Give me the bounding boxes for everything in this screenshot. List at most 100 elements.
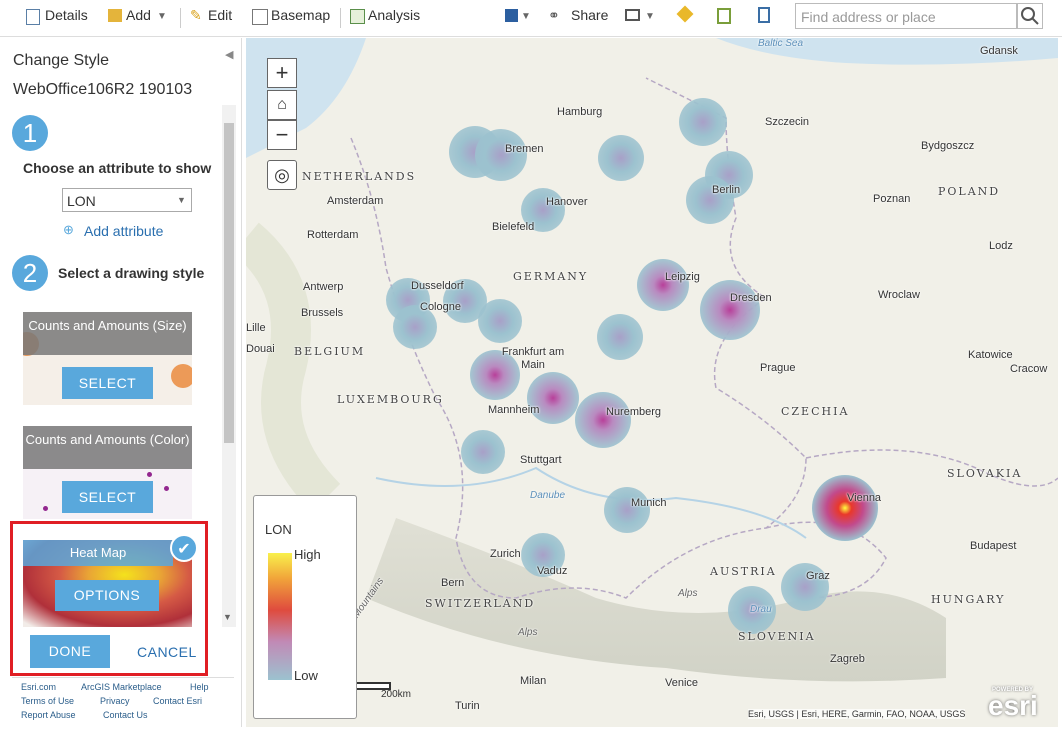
- map-label: BELGIUM: [294, 345, 366, 358]
- scroll-down[interactable]: ▼: [223, 612, 232, 622]
- selected-check: ✔: [170, 534, 198, 562]
- map-label: GERMANY: [513, 270, 589, 283]
- map-label: Munich: [631, 497, 667, 509]
- search-placeholder: Find address or place: [801, 9, 936, 25]
- zoom-in[interactable]: +: [267, 58, 297, 88]
- scale-bar: [357, 682, 391, 690]
- footer-link[interactable]: ArcGIS Marketplace: [81, 682, 162, 692]
- heat-spot: [527, 372, 579, 424]
- legend-title: LON: [265, 522, 292, 537]
- save-icon[interactable]: [505, 9, 518, 22]
- share-icon: ⚭: [548, 7, 560, 23]
- map-label: Brussels: [301, 307, 344, 319]
- baltic-sea: [716, 38, 1058, 65]
- home-button[interactable]: ⌂: [267, 90, 297, 120]
- bookmarks-icon[interactable]: [758, 7, 770, 23]
- map-label: Katowice: [968, 349, 1013, 361]
- dropdown-arrow: ▼: [521, 11, 531, 22]
- heat-spot: [686, 176, 734, 224]
- details-button[interactable]: Details: [45, 7, 88, 23]
- map-label: Leipzig: [665, 271, 700, 283]
- footer-link[interactable]: Help: [190, 682, 209, 692]
- map-canvas: [246, 38, 1058, 727]
- directions-icon[interactable]: [676, 5, 694, 23]
- river: [375, 466, 807, 539]
- footer-link[interactable]: Report Abuse: [21, 710, 76, 720]
- map-label: CZECHIA: [781, 405, 850, 418]
- locate-button[interactable]: ◎: [267, 160, 297, 190]
- step-number: 2: [12, 255, 48, 291]
- select-button[interactable]: SELECT: [62, 481, 153, 513]
- measure-icon[interactable]: [717, 8, 731, 24]
- analysis-button[interactable]: Analysis: [368, 7, 421, 23]
- done-button[interactable]: DONE: [30, 635, 110, 668]
- map-label: Lille: [246, 322, 266, 334]
- search-button[interactable]: [1017, 3, 1043, 29]
- add-attribute-link[interactable]: Add attribute: [84, 223, 164, 239]
- heat-spot: [521, 533, 565, 577]
- legend-low: Low: [294, 668, 318, 683]
- edit-button[interactable]: Edit: [208, 7, 233, 23]
- footer-link[interactable]: Contact Esri: [153, 696, 203, 706]
- footer-link[interactable]: Terms of Use: [21, 696, 75, 706]
- attribute-select[interactable]: LON ▼: [62, 188, 192, 212]
- map-label: Wroclaw: [878, 289, 920, 301]
- map-label: AUSTRIA: [710, 565, 777, 578]
- heat-layer: [386, 98, 878, 634]
- search-box[interactable]: Find address or place: [795, 3, 1017, 29]
- map-label: SLOVENIA: [738, 630, 816, 643]
- heat-spot: [812, 475, 878, 541]
- basemap-button[interactable]: Basemap: [271, 7, 331, 23]
- print-icon[interactable]: [625, 9, 640, 21]
- zoom-out[interactable]: −: [267, 120, 297, 150]
- add-button[interactable]: Add: [126, 7, 151, 23]
- scrollbar[interactable]: [222, 105, 236, 627]
- heat-spot: [700, 280, 760, 340]
- dropdown-arrow: ▼: [645, 11, 655, 22]
- separator: [12, 677, 234, 678]
- scroll-thumb[interactable]: [224, 123, 234, 443]
- map-label: Szczecin: [765, 116, 810, 128]
- green-area: [246, 222, 341, 513]
- cancel-button[interactable]: CANCEL: [137, 644, 197, 660]
- scale-label: 200km: [381, 689, 412, 700]
- map-label: Baltic Sea: [758, 38, 804, 49]
- map-label: Alps: [518, 627, 538, 638]
- dropdown-arrow: ▼: [157, 11, 167, 22]
- selected-highlight: [10, 521, 208, 676]
- edit-icon: ✎: [190, 7, 202, 23]
- map-label: Prague: [760, 362, 796, 374]
- sample-symbol: [43, 506, 48, 511]
- share-button[interactable]: Share: [571, 7, 609, 23]
- options-button[interactable]: OPTIONS: [55, 580, 159, 611]
- footer-link[interactable]: Contact Us: [103, 710, 148, 720]
- map-label: POLAND: [938, 185, 1001, 198]
- map-label: Bern: [441, 577, 465, 589]
- collapse-button[interactable]: ◀: [225, 49, 234, 61]
- map-label: Alps: [678, 588, 698, 599]
- map-label: LUXEMBOURG: [337, 393, 444, 406]
- add-icon: [108, 9, 122, 22]
- basemap-icon: [252, 9, 268, 25]
- map-label: Milan: [520, 675, 547, 687]
- footer-link[interactable]: Esri.com: [21, 682, 57, 692]
- attribution: Esri, USGS | Esri, HERE, Garmin, FAO, NO…: [748, 709, 966, 719]
- step-label: Choose an attribute to show: [23, 160, 212, 176]
- footer-link[interactable]: Privacy: [100, 696, 130, 706]
- legend-high: High: [294, 547, 321, 562]
- style-name: Counts and Amounts (Size): [23, 312, 192, 355]
- map-label: Budapest: [970, 540, 1017, 552]
- map-label: Berlin: [712, 184, 741, 196]
- map-label: Hamburg: [557, 106, 603, 118]
- map-label: Hanover: [546, 196, 588, 208]
- map-label: Mannheim: [488, 404, 540, 416]
- heat-spot: [443, 279, 487, 323]
- map-label: Amsterdam: [327, 195, 384, 207]
- map-label: Lodz: [989, 240, 1013, 252]
- map-label: Dusseldorf: [411, 280, 464, 292]
- heat-spot: [604, 487, 650, 533]
- map-label: Turin: [455, 700, 480, 712]
- select-button[interactable]: SELECT: [62, 367, 153, 399]
- heat-spot: [575, 392, 631, 448]
